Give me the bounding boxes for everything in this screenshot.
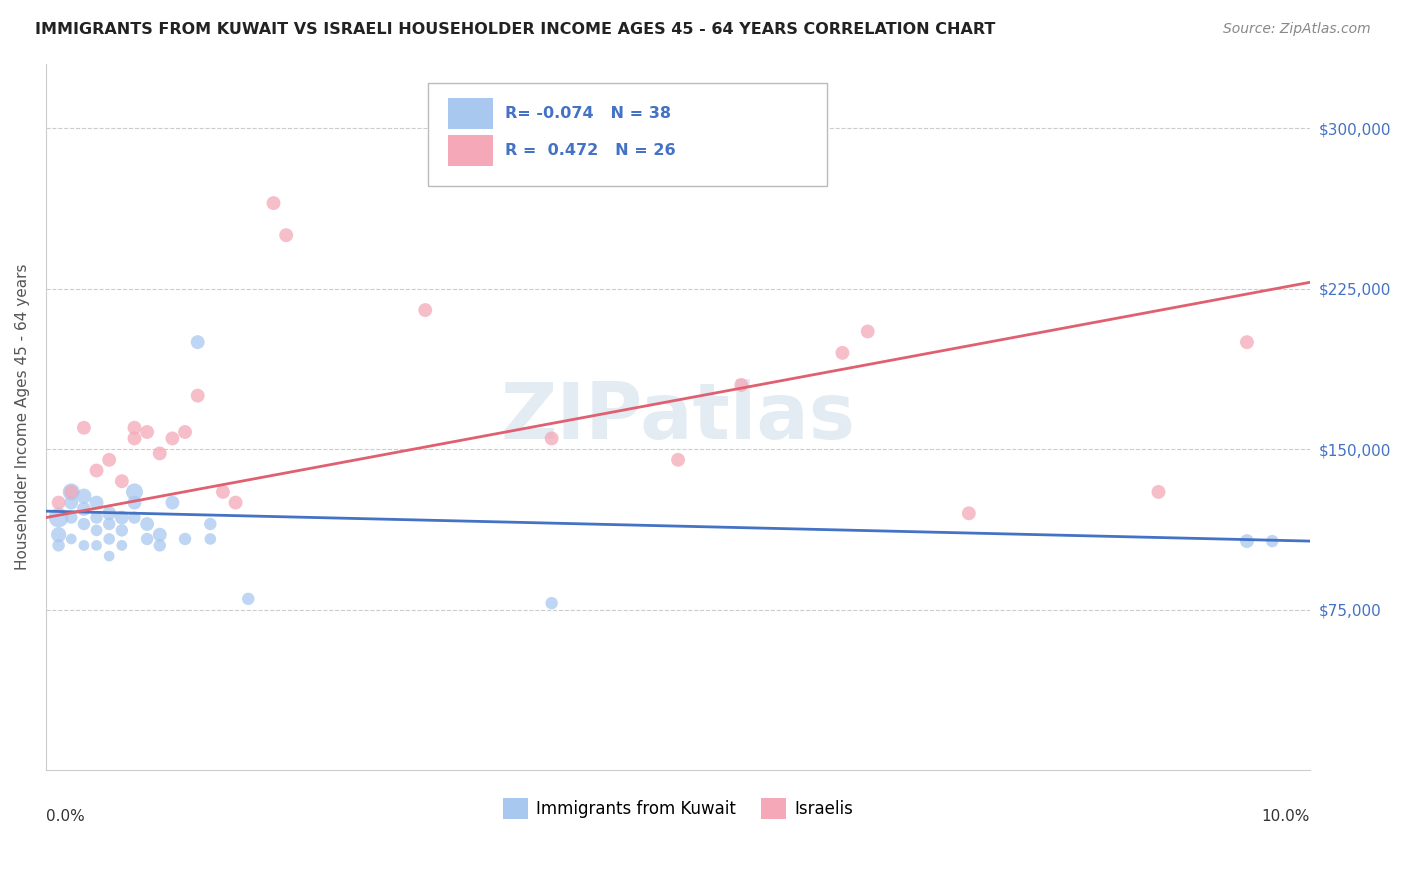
Point <box>86 510 108 524</box>
Point <box>136 532 159 546</box>
FancyBboxPatch shape <box>449 136 494 167</box>
Point <box>174 532 197 546</box>
Point <box>212 484 235 499</box>
Point <box>149 527 172 541</box>
Point <box>60 484 83 499</box>
Point <box>1236 534 1258 549</box>
Point <box>149 538 172 552</box>
Point <box>276 228 298 243</box>
Point <box>111 538 134 552</box>
Point <box>73 502 96 516</box>
Point <box>831 346 853 360</box>
Point <box>174 425 197 439</box>
Point <box>86 495 108 509</box>
Point <box>1261 534 1284 549</box>
Point <box>73 516 96 531</box>
Point <box>540 596 562 610</box>
Point <box>73 421 96 435</box>
Point <box>187 335 209 350</box>
Point <box>124 484 146 499</box>
Point <box>200 516 222 531</box>
Point <box>1147 484 1170 499</box>
Point <box>60 495 83 509</box>
Point <box>60 532 83 546</box>
Text: R =  0.472   N = 26: R = 0.472 N = 26 <box>505 144 675 159</box>
Point <box>60 510 83 524</box>
Point <box>124 432 146 446</box>
Point <box>86 538 108 552</box>
FancyBboxPatch shape <box>449 98 494 129</box>
Text: Source: ZipAtlas.com: Source: ZipAtlas.com <box>1223 22 1371 37</box>
Text: R= -0.074   N = 38: R= -0.074 N = 38 <box>505 106 671 121</box>
Point <box>162 432 184 446</box>
Point <box>98 506 121 520</box>
Point <box>1236 335 1258 350</box>
Point <box>540 432 562 446</box>
FancyBboxPatch shape <box>427 83 827 186</box>
Point <box>48 495 70 509</box>
Point <box>856 325 879 339</box>
Point <box>162 495 184 509</box>
Point <box>98 549 121 563</box>
Point <box>200 532 222 546</box>
Point <box>48 538 70 552</box>
Point <box>413 303 436 318</box>
Point <box>136 425 159 439</box>
Point <box>136 516 159 531</box>
Point <box>86 463 108 477</box>
Point <box>98 452 121 467</box>
Point <box>263 196 285 211</box>
Point <box>48 510 70 524</box>
Point <box>111 510 134 524</box>
Point <box>225 495 247 509</box>
Legend: Immigrants from Kuwait, Israelis: Immigrants from Kuwait, Israelis <box>496 791 860 825</box>
Point <box>666 452 689 467</box>
Point <box>957 506 980 520</box>
Point <box>111 474 134 488</box>
Point <box>111 524 134 538</box>
Y-axis label: Householder Income Ages 45 - 64 years: Householder Income Ages 45 - 64 years <box>15 264 30 570</box>
Point <box>730 378 752 392</box>
Text: IMMIGRANTS FROM KUWAIT VS ISRAELI HOUSEHOLDER INCOME AGES 45 - 64 YEARS CORRELAT: IMMIGRANTS FROM KUWAIT VS ISRAELI HOUSEH… <box>35 22 995 37</box>
Point <box>124 495 146 509</box>
Point <box>124 510 146 524</box>
Point <box>187 389 209 403</box>
Point <box>238 591 260 606</box>
Point <box>98 516 121 531</box>
Point <box>124 421 146 435</box>
Point <box>73 489 96 503</box>
Point <box>48 527 70 541</box>
Text: 0.0%: 0.0% <box>46 808 84 823</box>
Point <box>73 538 96 552</box>
Point <box>98 532 121 546</box>
Point <box>86 524 108 538</box>
Point <box>60 484 83 499</box>
Text: 10.0%: 10.0% <box>1261 808 1310 823</box>
Point <box>149 446 172 460</box>
Text: ZIPatlas: ZIPatlas <box>501 379 856 455</box>
